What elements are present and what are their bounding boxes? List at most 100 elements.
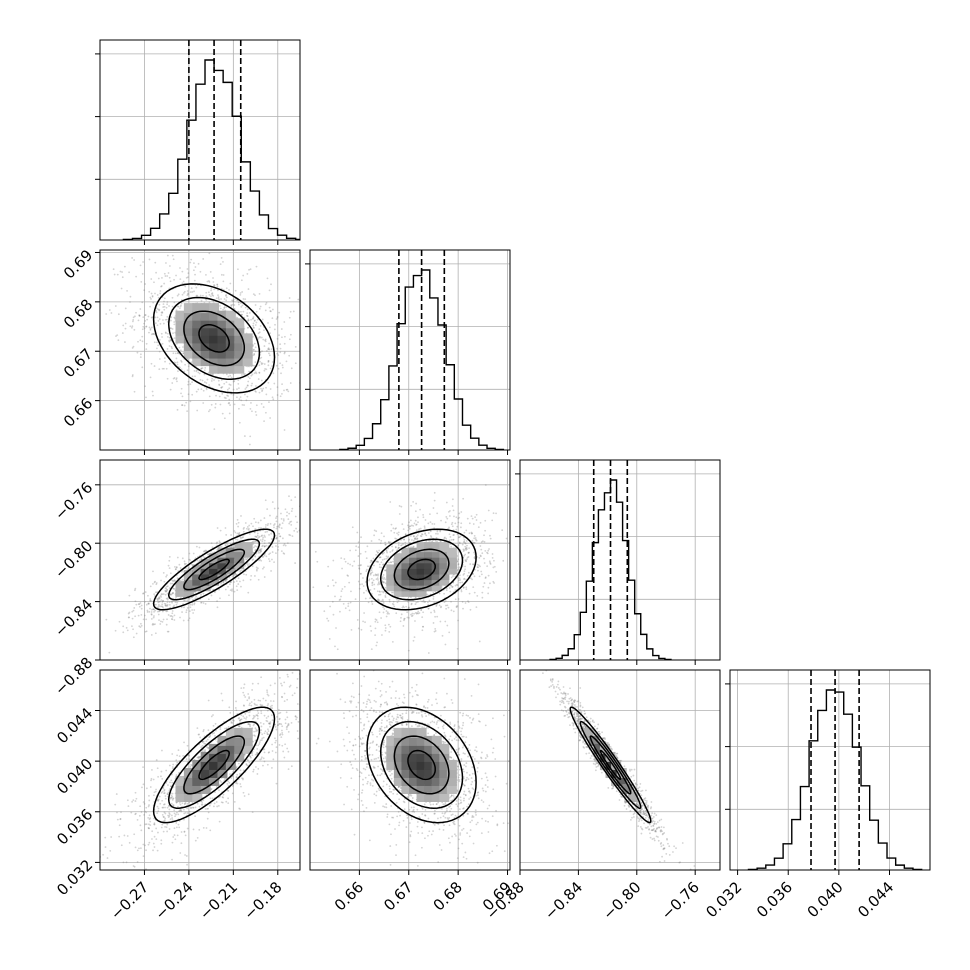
scatter-point [461, 581, 464, 584]
scatter-point [388, 600, 391, 603]
scatter-point [261, 545, 264, 548]
scatter-point [243, 694, 246, 697]
scatter-point [245, 386, 248, 389]
scatter-point [422, 611, 425, 614]
scatter-point [186, 607, 189, 609]
scatter-point [382, 591, 385, 594]
scatter-point [448, 587, 451, 589]
scatter-point [165, 575, 168, 578]
scatter-point [136, 849, 139, 852]
scatter-point [269, 522, 272, 525]
scatter-point [465, 560, 467, 563]
density-cell [431, 558, 442, 569]
scatter-point [292, 310, 295, 313]
scatter-point [165, 306, 168, 309]
scatter-point [266, 277, 269, 280]
scatter-point [359, 564, 362, 567]
scatter-point [123, 265, 126, 268]
scatter-point [216, 527, 219, 529]
scatter-point [408, 542, 411, 544]
scatter-point [398, 546, 400, 549]
scatter-point [357, 564, 360, 567]
scatter-point [264, 536, 266, 538]
scatter-point [177, 370, 179, 373]
scatter-point [386, 556, 389, 559]
scatter-point [150, 316, 153, 319]
scatter-point [238, 421, 241, 424]
scatter-point [449, 536, 452, 538]
scatter-point [257, 551, 260, 554]
scatter-point [169, 338, 172, 341]
scatter-point [239, 396, 242, 399]
scatter-point [221, 392, 224, 395]
scatter-point [271, 396, 274, 399]
scatter-point [115, 335, 117, 337]
scatter-point [168, 345, 171, 347]
scatter-point [200, 388, 203, 391]
scatter-point [182, 754, 185, 757]
ytick-label: 0.69 [60, 246, 96, 282]
scatter-point [165, 604, 168, 607]
density-cell [217, 356, 228, 367]
scatter-point [218, 395, 221, 398]
scatter-point [158, 604, 160, 606]
scatter-point [327, 585, 330, 587]
scatter-point [200, 593, 202, 596]
scatter-point [374, 618, 377, 621]
scatter-point [169, 572, 172, 575]
scatter-point [171, 592, 174, 594]
density-cell [431, 570, 442, 581]
scatter-point [151, 390, 154, 393]
scatter-point [222, 308, 225, 311]
scatter-point [93, 634, 95, 636]
scatter-point [256, 773, 259, 775]
density-cell [217, 547, 228, 558]
scatter-point [303, 618, 305, 620]
scatter-point [183, 563, 186, 566]
scatter-point [158, 309, 160, 312]
density-cell [200, 348, 211, 359]
scatter-point [144, 283, 147, 285]
density-cell [209, 363, 220, 374]
scatter-point [275, 537, 278, 540]
scatter-point [186, 369, 189, 372]
scatter-point [191, 291, 194, 293]
scatter-point [315, 506, 317, 508]
scatter-point [261, 737, 264, 740]
scatter-point [492, 512, 495, 515]
scatter-point [161, 311, 164, 314]
scatter-point [424, 519, 427, 521]
scatter-point [391, 640, 394, 643]
scatter-point [132, 628, 134, 631]
scatter-point [128, 271, 130, 274]
scatter-point [187, 393, 190, 396]
scatter-point [247, 326, 250, 329]
scatter-point [181, 404, 184, 407]
scatter-point [172, 352, 175, 355]
scatter-point [434, 615, 436, 618]
scatter-point [121, 276, 124, 279]
scatter-point [395, 527, 397, 530]
scatter-point [265, 555, 268, 558]
scatter-point [254, 294, 256, 297]
scatter-point [296, 531, 299, 533]
scatter-point [242, 704, 245, 707]
scatter-point [237, 532, 240, 535]
scatter-point [195, 595, 198, 598]
scatter-point [392, 600, 395, 603]
scatter-point [148, 331, 150, 334]
scatter-point [200, 367, 203, 370]
scatter-point [237, 379, 240, 382]
scatter-point [163, 305, 166, 308]
scatter-point [466, 556, 469, 559]
scatter-point [444, 620, 447, 623]
scatter-point [370, 630, 373, 632]
scatter-point [259, 548, 262, 551]
scatter-point [283, 321, 286, 323]
scatter-point [381, 576, 384, 578]
scatter-point [193, 290, 195, 293]
scatter-point [165, 587, 168, 590]
scatter-point [253, 352, 256, 355]
scatter-point [212, 300, 215, 303]
scatter-point [196, 559, 199, 562]
